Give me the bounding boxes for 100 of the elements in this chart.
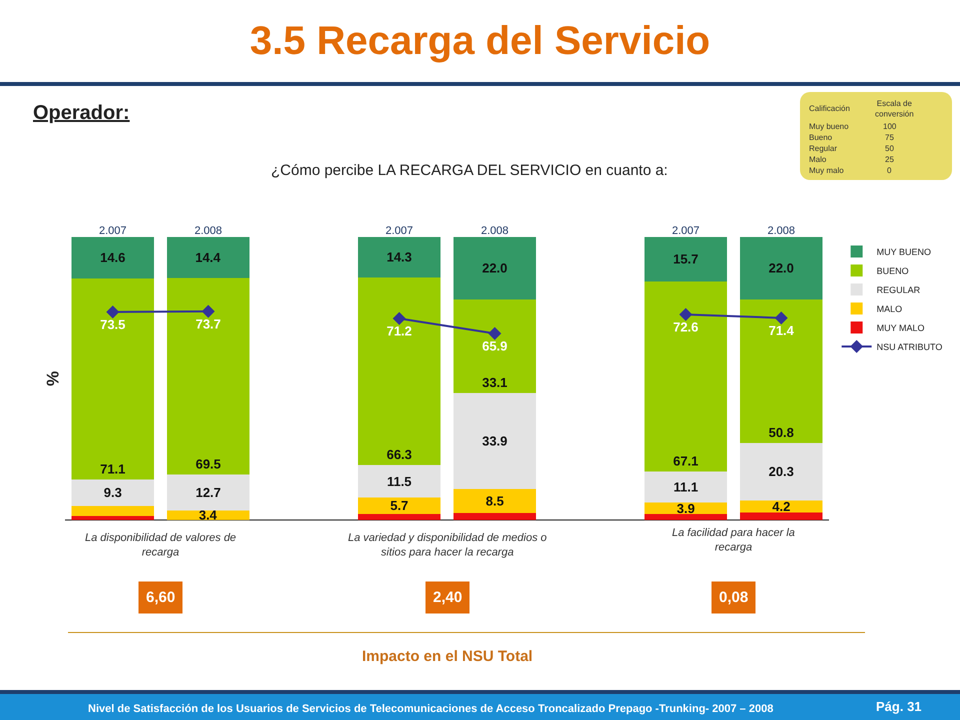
- text: Impacto en el NSU Total: [362, 648, 533, 665]
- bar: [72, 516, 154, 520]
- bar: [740, 237, 822, 300]
- bar: [72, 278, 154, 480]
- text: Malo: [809, 155, 827, 164]
- legend-label: MUY MALO: [876, 323, 924, 334]
- data-label: 11.5: [386, 474, 412, 489]
- data-label: 5.7: [390, 498, 408, 514]
- x-tick-label: 2.008: [767, 224, 796, 237]
- bar: [740, 500, 822, 512]
- bar: [72, 480, 154, 506]
- chart-title: 3.5 Recarga del Servicio: [250, 19, 710, 63]
- data-label: 9.3: [104, 485, 122, 500]
- bar: [454, 488, 536, 513]
- data-label: 15.7: [673, 252, 698, 267]
- point: [774, 311, 788, 324]
- text: Pág. 31: [876, 699, 922, 714]
- point: [679, 308, 692, 322]
- legend-label: BUENO: [876, 266, 909, 276]
- bar: [358, 498, 440, 514]
- text: Regular: [809, 144, 838, 153]
- text: Bueno: [809, 133, 833, 142]
- bar: [454, 237, 536, 300]
- text: La disponibilidad de valores de recarga: [85, 532, 236, 558]
- x-tick-label: 2.007: [98, 224, 127, 237]
- data-label: 3.9: [676, 500, 695, 516]
- data-label: 71.2: [386, 324, 412, 338]
- bar: [167, 278, 250, 474]
- data-label: 33.1: [482, 374, 508, 390]
- data-label: 20.3: [768, 464, 794, 480]
- data-label: 3.4: [198, 508, 218, 523]
- y-axis-title: %: [44, 370, 63, 386]
- legend-label: REGULAR: [876, 285, 921, 296]
- data-label: 73.5: [100, 317, 126, 332]
- bar: [740, 512, 822, 520]
- data-label: 65.9: [482, 338, 508, 354]
- data-label: 71.1: [100, 462, 126, 477]
- data-label: 14.6: [100, 250, 126, 266]
- data-label: 12.7: [196, 484, 221, 500]
- bar: [358, 237, 440, 278]
- bar: [644, 471, 727, 503]
- bar: [644, 514, 727, 520]
- bar: [358, 465, 440, 498]
- x-tick-label: 2.008: [194, 224, 222, 237]
- text: 25: [885, 155, 894, 164]
- data-label: 73.7: [196, 316, 221, 332]
- legend-label: NSU ATRIBUTO: [876, 342, 942, 352]
- point: [106, 306, 120, 318]
- legend-label: MUY BUENO: [876, 247, 931, 258]
- data-label: 71.4: [768, 322, 795, 338]
- text: 0: [887, 166, 892, 175]
- data-label: 50.8: [768, 425, 794, 440]
- text: 75: [885, 133, 894, 142]
- point: [202, 304, 215, 318]
- data-label: 14.3: [386, 250, 412, 265]
- data-label: 14.4: [195, 250, 222, 265]
- point: [488, 327, 502, 340]
- bar: [644, 281, 727, 472]
- data-label: 67.1: [673, 453, 698, 468]
- text: La facilidad para hacer la recarga: [672, 527, 795, 554]
- bar: [644, 502, 727, 514]
- x-tick-label: 2.007: [385, 224, 414, 237]
- bar: [740, 443, 822, 500]
- data-label: 72.6: [673, 320, 698, 335]
- text: 100: [883, 122, 897, 131]
- bar: [72, 506, 154, 516]
- text: Escala de conversión: [875, 99, 914, 118]
- data-label: 4.2: [772, 498, 790, 514]
- bar: [72, 237, 154, 278]
- bar: [167, 237, 250, 278]
- bar: [358, 514, 440, 520]
- bar: [358, 277, 440, 466]
- bar: [454, 299, 536, 393]
- data-label: 8.5: [486, 493, 504, 508]
- x-tick-label: 2.007: [672, 224, 700, 237]
- text: 2,40: [433, 589, 462, 606]
- data-label: 22.0: [482, 260, 508, 276]
- text: La variedad y disponibilidad de medios o sitios para hacer la recarga: [348, 532, 547, 558]
- legend-label: MALO: [876, 304, 902, 314]
- point: [392, 312, 406, 325]
- data-label: 66.3: [386, 447, 412, 462]
- data-label: 69.5: [196, 456, 221, 472]
- chart-subtitle: ¿Cómo percibe LA RECARGA DEL SERVICIO en cuanto a:: [271, 162, 668, 179]
- x-tick-label: 2.008: [480, 224, 509, 237]
- data-label: 11.1: [673, 480, 698, 495]
- bar: [454, 392, 536, 489]
- text: Calificación: [809, 104, 850, 113]
- text: Nivel de Satisfacción de los Usuarios de Servicios de Telecomunicaciones de Acceso Troncalizado Prepago -Trunking- 2007 – 2008: [88, 703, 774, 715]
- text: 50: [885, 144, 894, 153]
- data-label: 22.0: [768, 260, 794, 276]
- bar: [454, 512, 536, 520]
- data-label: 33.9: [482, 433, 508, 448]
- text: Operador:: [33, 102, 130, 124]
- text: 0,08: [719, 589, 748, 606]
- text: Muy malo: [809, 166, 844, 175]
- bar: [740, 299, 822, 444]
- text: Muy bueno: [809, 122, 850, 131]
- text: 6,60: [146, 589, 176, 606]
- bar: [644, 237, 727, 282]
- bar: [167, 474, 250, 510]
